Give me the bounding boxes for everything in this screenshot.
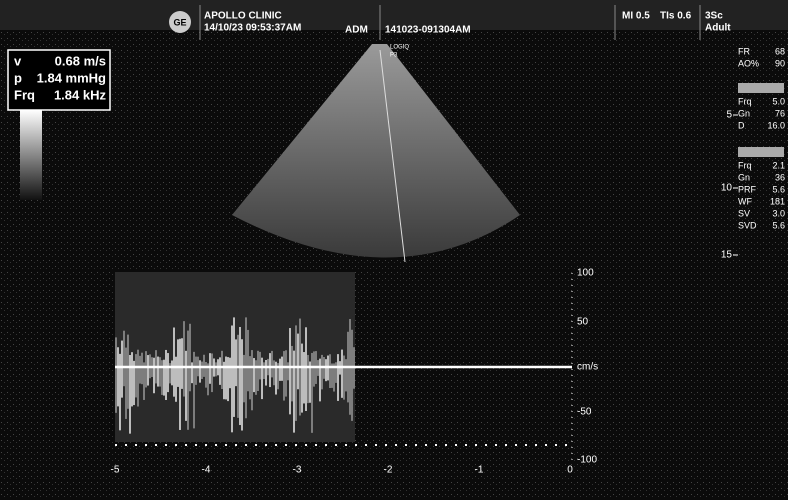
probe-label: LOGIQ <box>390 45 409 51</box>
time-label: -4 <box>202 465 211 476</box>
velocity-label: cm/s <box>577 362 598 373</box>
param-value: 181 <box>770 196 785 206</box>
probe-label: P3 <box>390 53 398 59</box>
exam-id: 141023-091304AM <box>385 25 471 36</box>
param-value: 3.0 <box>772 208 785 218</box>
probe: 3Sc <box>705 11 723 22</box>
velocity-label: 100 <box>577 268 594 279</box>
measurement-value: 1.84 mmHg <box>37 70 106 85</box>
param-label: Frq <box>738 96 752 106</box>
param-label: Frq <box>738 160 752 170</box>
time-label: 0 <box>567 465 573 476</box>
param-value: 16.0 <box>767 120 785 130</box>
measurement-value: 1.84 kHz <box>54 87 107 102</box>
operator: ADM <box>345 25 368 36</box>
measurement-box <box>7 49 111 111</box>
ge-logo <box>169 11 191 33</box>
measurement-label: p <box>14 70 22 85</box>
param-label: PRF <box>738 184 757 194</box>
param-label: WF <box>738 196 752 206</box>
velocity-label: -100 <box>577 455 597 466</box>
param-label: D <box>738 120 745 130</box>
preset: Adult <box>705 23 731 34</box>
param-value: 5.6 <box>772 220 785 230</box>
param-value: 2.1 <box>772 160 785 170</box>
param-value: 5.6 <box>772 184 785 194</box>
time-label: -2 <box>384 465 393 476</box>
param-label: AO% <box>738 58 759 68</box>
velocity-label: -50 <box>577 407 592 418</box>
measurement-label: Frq <box>14 87 35 102</box>
tis: TIs 0.6 <box>660 11 692 22</box>
velocity-label: 50 <box>577 317 589 328</box>
param-value: 5.0 <box>772 96 785 106</box>
doppler-cursor <box>379 49 406 263</box>
doppler-spectrum <box>115 272 355 442</box>
header-bar <box>0 0 788 30</box>
gray-scale-bar <box>20 110 42 200</box>
section-header <box>738 83 784 93</box>
depth-mark: 10 <box>721 183 733 194</box>
sector-image <box>232 44 520 258</box>
date-time: 14/10/23 09:53:37AM <box>204 23 301 34</box>
depth-mark: 5 <box>726 110 732 121</box>
param-value: 36 <box>775 172 785 182</box>
time-label: -5 <box>111 465 120 476</box>
param-value: 76 <box>775 108 785 118</box>
param-label: SV <box>738 208 750 218</box>
measurement-value: 0.68 m/s <box>55 53 106 68</box>
param-value: 90 <box>775 58 785 68</box>
depth-mark: 15 <box>721 250 733 261</box>
param-label: FR <box>738 46 750 56</box>
spectrum-bg <box>115 272 355 442</box>
time-label: -3 <box>293 465 302 476</box>
param-label: Gn <box>738 108 750 118</box>
section-header <box>738 147 784 157</box>
param-label: SVD <box>738 220 757 230</box>
time-label: -1 <box>475 465 484 476</box>
param-label: Gn <box>738 172 750 182</box>
clinic-name: APOLLO CLINIC <box>204 11 282 22</box>
logo-text: GE <box>173 17 186 27</box>
mi: MI 0.5 <box>622 11 650 22</box>
param-value: 68 <box>775 46 785 56</box>
measurement-label: v <box>14 53 22 68</box>
